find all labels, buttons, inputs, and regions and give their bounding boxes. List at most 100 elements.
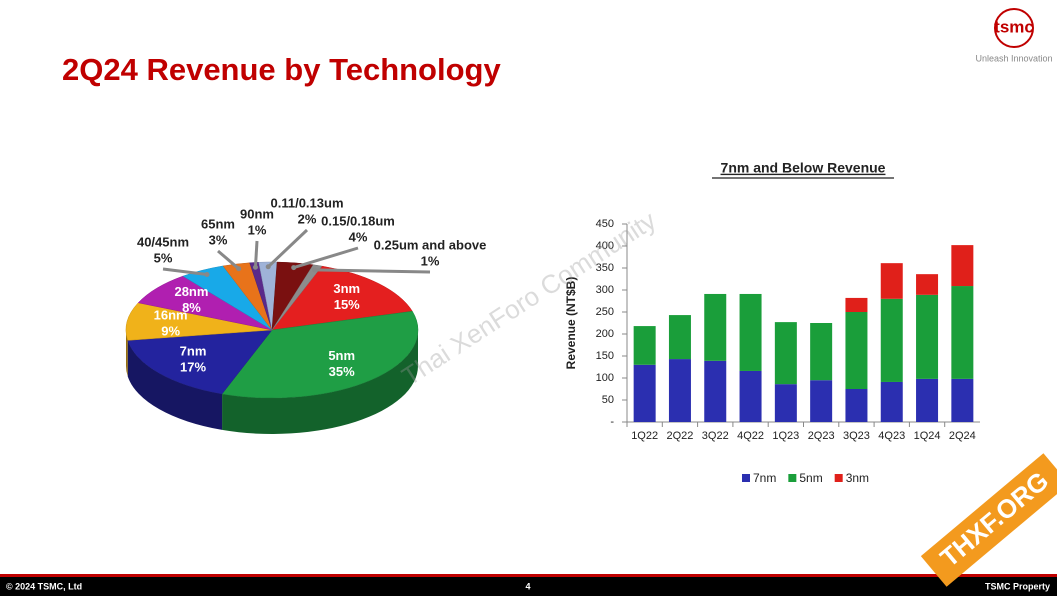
bar-segment: [633, 364, 656, 422]
charts: 3nm15%5nm35%7nm17%16nm9%28nm8%40/45nm5%6…: [125, 160, 980, 485]
leader-dot: [291, 265, 297, 271]
leader-line: [217, 249, 240, 270]
footer-copyright: © 2024 TSMC, Ltd: [6, 581, 82, 591]
bar-segment: [916, 294, 939, 379]
slice-value-label: 4%: [349, 229, 368, 244]
footer-bar: [0, 577, 1057, 596]
y-axis-title: Revenue (NT$B): [564, 277, 578, 370]
slice-side: [126, 330, 128, 377]
legend-label: 7nm: [753, 471, 776, 485]
slice-label: 65nm: [201, 216, 235, 231]
slice-value-label: 17%: [180, 360, 206, 375]
leader-line: [253, 240, 259, 268]
bar-segment: [739, 370, 762, 422]
y-tick-label: 50: [602, 394, 614, 406]
slice-label: 90nm: [240, 206, 274, 221]
y-tick-label: 100: [596, 372, 614, 384]
slice-label: 0.25um and above: [374, 237, 487, 252]
logo-ring: [994, 8, 1034, 48]
legend-swatch: [834, 474, 843, 482]
y-tick-label: 200: [596, 328, 614, 340]
x-tick-label: 2Q22: [666, 430, 693, 442]
legend-label: 3nm: [846, 471, 869, 485]
leader-line: [267, 228, 309, 268]
bar-segment: [774, 384, 797, 422]
legend-swatch: [742, 474, 750, 482]
chart-title: 7nm and Below Revenue: [721, 160, 886, 176]
bar-segment: [739, 293, 762, 371]
bar-segment: [880, 298, 903, 382]
slice-value-label: 9%: [161, 323, 180, 338]
bar-segment: [810, 323, 833, 381]
footer-rule: [0, 574, 1057, 577]
leader-dot: [236, 266, 242, 272]
y-tick-label: -: [610, 416, 614, 428]
slice-label: 28nm: [174, 284, 208, 299]
slice-side: [127, 340, 223, 430]
leader-dot: [204, 271, 210, 277]
slice: [271, 265, 413, 331]
bar-segment: [880, 381, 903, 422]
slice-value-label: 1%: [248, 222, 267, 237]
logo: tsmc: [994, 17, 1034, 36]
slice-value-label: 15%: [334, 297, 360, 312]
y-tick-label: 450: [596, 218, 614, 230]
y-tick-label: 150: [596, 350, 614, 362]
leader-dot: [265, 264, 271, 270]
slice-value-label: 2%: [298, 211, 317, 226]
y-tick-label: 250: [596, 306, 614, 318]
slice-label: 16nm: [154, 307, 188, 322]
slice-value-label: 8%: [182, 300, 201, 315]
slice: [221, 310, 419, 399]
slice: [271, 264, 323, 331]
bar-segment: [810, 380, 833, 422]
leader-line: [162, 267, 208, 276]
bar-segment: [916, 378, 939, 422]
slice-label: 0.15/0.18um: [321, 213, 395, 228]
x-tick-label: 4Q22: [737, 430, 764, 442]
bar-segment: [704, 360, 727, 422]
slice-value-label: 3%: [209, 232, 228, 247]
slice-label: 40/45nm: [137, 234, 189, 249]
slice: [127, 329, 273, 395]
leader-line: [293, 246, 359, 270]
footer-property: TSMC Property: [985, 581, 1050, 591]
slice-value-label: 5%: [154, 250, 173, 265]
x-tick-label: 3Q22: [702, 430, 729, 442]
bar-segment: [668, 315, 691, 360]
bar-segment: [845, 312, 868, 389]
leader-dot: [252, 264, 258, 270]
legend-swatch: [788, 474, 797, 482]
bar-segment: [916, 274, 939, 295]
slice-value-label: 1%: [421, 253, 440, 268]
slice-label: 7nm: [180, 344, 207, 359]
x-tick-label: 2Q23: [808, 430, 835, 442]
bar-segment: [704, 293, 727, 361]
slice-label: 5nm: [328, 348, 355, 363]
bar-segment: [845, 297, 868, 312]
bar-segment: [951, 286, 974, 379]
bar-segment: [774, 322, 797, 385]
tagline: Unleash Innovation: [975, 53, 1052, 63]
y-tick-label: 350: [596, 262, 614, 274]
x-tick-label: 2Q24: [949, 430, 976, 442]
bar-segment: [845, 389, 868, 422]
bar-segment: [668, 359, 691, 422]
slice-side: [222, 330, 418, 435]
slide-title: 2Q24 Revenue by Technology: [62, 52, 501, 87]
bar-segment: [951, 378, 974, 422]
slice-value-label: 35%: [329, 364, 355, 379]
bar-segment: [951, 245, 974, 287]
y-tick-label: 300: [596, 284, 614, 296]
badge-box: [920, 453, 1057, 587]
leader-line: [314, 268, 431, 274]
y-tick-label: 400: [596, 240, 614, 252]
x-tick-label: 1Q24: [914, 430, 941, 442]
bar-segment: [880, 263, 903, 299]
x-tick-label: 3Q23: [843, 430, 870, 442]
legend-label: 5nm: [799, 471, 822, 485]
x-tick-label: 1Q22: [631, 430, 658, 442]
slice: [125, 302, 273, 341]
x-tick-label: 1Q23: [772, 430, 799, 442]
